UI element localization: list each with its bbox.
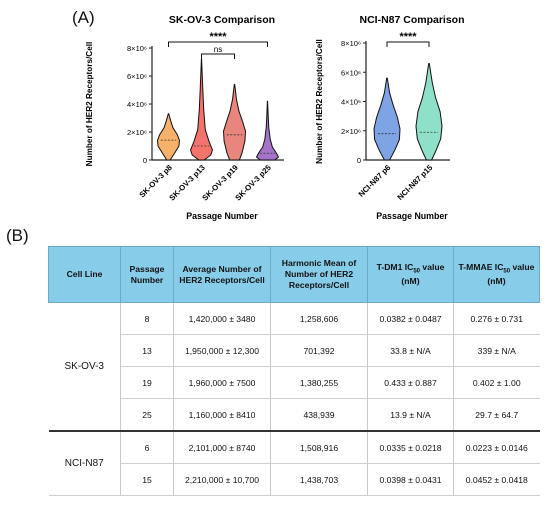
header-passage: Passage Number [120, 246, 174, 303]
tdm1-cell: 33.8 ± N/A [367, 334, 454, 367]
table-row: 13 1,950,000 ± 12,300 701,392 33.8 ± N/A… [49, 334, 540, 367]
passage-cell: 6 [120, 431, 174, 464]
header-harmonic: Harmonic Mean of Number of HER2 Receptor… [270, 246, 368, 303]
tmmae-cell: 339 ± N/A [453, 334, 540, 367]
tdm1-cell: 13.9 ± N/A [367, 398, 454, 432]
header-tdm1: T-DM1 IC50 value (nM) [367, 246, 454, 303]
average-cell: 1,160,000 ± 8410 [173, 398, 271, 432]
y-tick-label: 6×10⁶ [127, 72, 147, 81]
significance-bar [386, 41, 430, 47]
x-tick-label: SK-OV-3 p25 [233, 163, 273, 203]
tmmae-cell: 0.402 ± 1.00 [453, 366, 540, 399]
passage-cell: 25 [120, 398, 174, 432]
passage-cell: 8 [120, 302, 174, 335]
significance-label: **** [209, 31, 227, 43]
tdm1-cell: 0.0398 ± 0.0431 [367, 463, 454, 496]
x-axis-label: Passage Number [376, 211, 448, 221]
violin-3 [256, 100, 279, 161]
cell-line-skov3: SK-OV-3 [48, 302, 121, 432]
harmonic-cell: 1,508,916 [270, 431, 368, 464]
passage-cell: 15 [120, 463, 174, 496]
panel-b-label: (B) [6, 226, 29, 245]
tdm1-cell: 0.433 ± 0.887 [367, 366, 454, 399]
y-tick-label: 6×10⁶ [341, 68, 361, 77]
y-tick-label: 0 [357, 156, 361, 165]
y-axis-label: Number of HER2 Receptors/Cell [315, 39, 324, 164]
cell-line-ncin87: NCI-N87 [48, 431, 121, 496]
average-cell: 1,420,000 ± 3480 [173, 302, 271, 335]
tdm1-cell: 0.0335 ± 0.0218 [367, 431, 454, 464]
harmonic-cell: 1,438,703 [270, 463, 368, 496]
header-cell-line: Cell Line [48, 246, 121, 303]
average-cell: 1,950,000 ± 12,300 [173, 334, 271, 367]
harmonic-cell: 1,380,255 [270, 366, 368, 399]
x-tick-label: NCI-N87 p15 [396, 163, 435, 202]
violin-0 [157, 113, 180, 161]
table-row: 25 1,160,000 ± 8410 438,939 13.9 ± N/A 2… [49, 398, 540, 432]
tmmae-cell: 29.7 ± 64.7 [453, 398, 540, 432]
harmonic-cell: 438,939 [270, 398, 368, 432]
table-header-row: Cell Line Passage Number Average Number … [48, 246, 540, 303]
header-average: Average Number of HER2 Receptors/Cell [173, 246, 271, 303]
her2-summary-table: Cell Line Passage Number Average Number … [48, 246, 540, 496]
y-tick-label: 4×10⁶ [127, 100, 147, 109]
y-tick-label: 4×10⁶ [341, 98, 361, 107]
table-row: SK-OV-3 8 1,420,000 ± 3480 1,258,606 0.0… [48, 302, 540, 432]
harmonic-cell: 701,392 [270, 334, 368, 367]
tdm1-cell: 0.0382 ± 0.0487 [367, 302, 454, 335]
y-axis-label: Number of HER2 Receptors/Cell [85, 42, 94, 167]
violin-charts: SK-OV-3 Comparison 0 2×10⁶ 4×10⁶ 6×10⁶ 8×10⁶ N… [85, 14, 465, 221]
panel-a-label: (A) [72, 8, 95, 27]
header-tmmae: T-MMAE IC50 value (nM) [453, 246, 540, 303]
average-cell: 2,210,000 ± 10,700 [173, 463, 271, 496]
significance-label: **** [399, 31, 417, 43]
y-tick-label: 2×10⁶ [127, 128, 147, 137]
y-tick-label: 8×10⁶ [127, 44, 147, 53]
y-tick-label: 8×10⁶ [341, 39, 361, 48]
tmmae-cell: 0.276 ± 0.731 [453, 302, 540, 335]
chart-title: NCI-N87 Comparison [359, 14, 464, 26]
violin-1 [190, 58, 213, 161]
tmmae-cell: 0.0452 ± 0.0418 [453, 463, 540, 496]
table-row: 15 2,210,000 ± 10,700 1,438,703 0.0398 ±… [49, 463, 540, 496]
violin-1 [415, 62, 443, 161]
table-row: 19 1,960,000 ± 7500 1,380,255 0.433 ± 0.… [49, 366, 540, 399]
violin-2 [223, 83, 246, 161]
average-cell: 2,101,000 ± 8740 [173, 431, 271, 464]
y-tick-label: 2×10⁶ [341, 127, 361, 136]
significance-bar [168, 41, 268, 47]
table-row: NCI-N87 6 2,101,000 ± 8740 1,508,916 0.0… [48, 431, 540, 496]
x-axis-label: Passage Number [186, 211, 258, 221]
average-cell: 1,960,000 ± 7500 [173, 366, 271, 399]
significance-bar [201, 53, 235, 59]
violin-0 [373, 77, 401, 161]
harmonic-cell: 1,258,606 [270, 302, 368, 335]
passage-cell: 13 [120, 334, 174, 367]
x-tick-label: NCI-N87 p6 [357, 163, 393, 199]
y-tick-label: 0 [143, 156, 147, 165]
significance-label: ns [214, 45, 222, 54]
tmmae-cell: 0.0223 ± 0.0146 [453, 431, 540, 464]
chart-title: SK-OV-3 Comparison [169, 14, 275, 26]
passage-cell: 19 [120, 366, 174, 399]
